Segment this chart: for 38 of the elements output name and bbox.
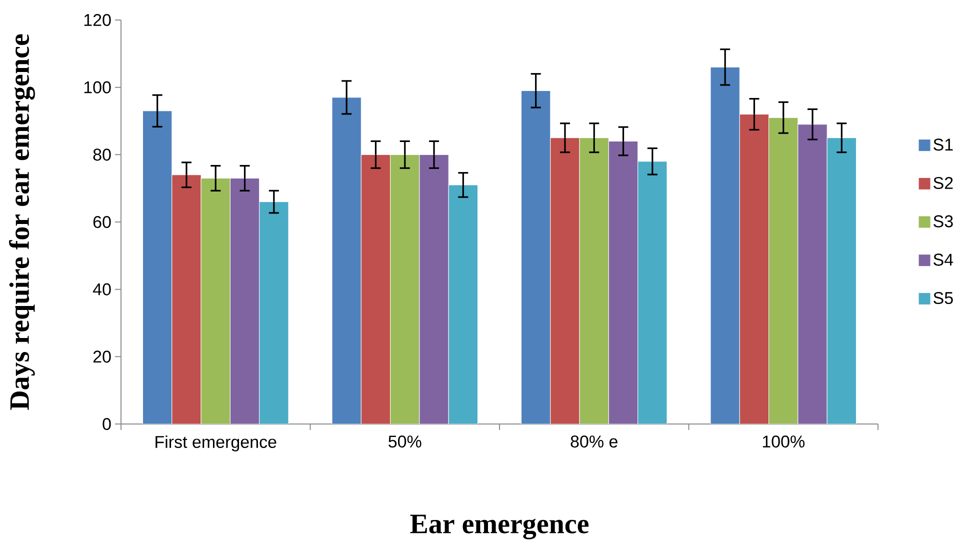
legend-label: S1 <box>934 138 953 151</box>
bar <box>638 161 668 424</box>
bar <box>608 140 638 424</box>
bar <box>200 178 230 424</box>
legend-label: S3 <box>934 215 953 228</box>
y-tick-label: 100 <box>84 81 111 94</box>
legend-label: S2 <box>934 176 953 190</box>
y-tick-label: 0 <box>102 418 111 430</box>
bar <box>579 138 609 424</box>
bar <box>826 138 856 424</box>
x-tick-label: First emergence <box>156 436 276 452</box>
bar <box>448 184 478 424</box>
bar <box>230 178 260 424</box>
legend-label: S4 <box>934 254 954 266</box>
bar <box>798 124 828 424</box>
bar <box>768 117 798 424</box>
y-tick-label: 20 <box>93 350 111 363</box>
bar <box>521 90 551 424</box>
bar <box>739 114 770 424</box>
bar <box>710 66 740 424</box>
y-axis-title: Days require for ear emergence <box>9 34 35 410</box>
y-tick-label: 40 <box>92 283 111 296</box>
x-axis-title: Ear emergence <box>410 514 589 540</box>
y-tick-label: 80 <box>93 148 111 161</box>
x-tick-label: 80% e <box>570 436 618 448</box>
bar <box>172 174 202 424</box>
y-tick-label: 120 <box>84 14 111 26</box>
bar <box>332 97 362 424</box>
bar <box>390 154 420 424</box>
bar <box>419 154 449 424</box>
bar <box>360 154 391 424</box>
bar <box>142 110 172 424</box>
x-tick-label: 50% <box>388 436 422 448</box>
legend-label: S5 <box>934 292 953 304</box>
x-tick-label: 100% <box>762 436 805 448</box>
y-tick-label: 60 <box>93 216 111 228</box>
bar <box>550 138 580 424</box>
bar <box>259 202 289 424</box>
